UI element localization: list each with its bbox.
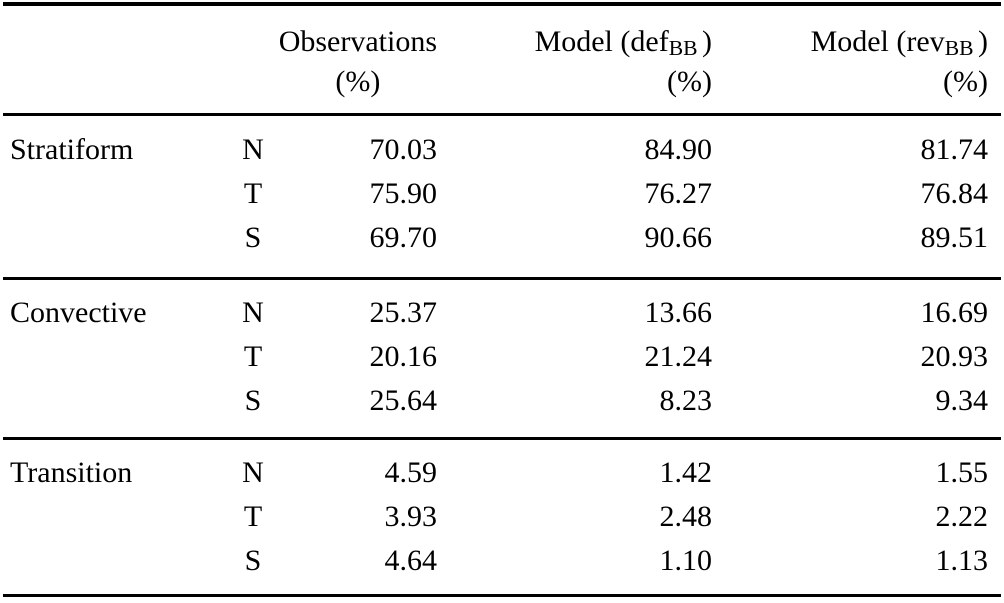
table-top-rule	[3, 2, 1001, 6]
observations-unit: (%)	[335, 64, 381, 98]
model-def-value: 13.66	[644, 296, 713, 329]
obs-value: 3.93	[384, 500, 438, 533]
category-label: Convective	[10, 296, 147, 329]
model-rev-value: 16.69	[920, 296, 989, 329]
model-def-value: 2.48	[659, 500, 713, 533]
row-key: S	[244, 221, 262, 254]
model-rev-value: 20.93	[920, 340, 989, 373]
table-row: S 25.64 8.23 9.34	[0, 379, 988, 423]
table-row: T 75.90 76.27 76.84	[0, 172, 988, 216]
model-rev-subscript: BB	[944, 35, 974, 60]
table-row: S 4.64 1.10 1.13	[0, 539, 988, 583]
model-def-label: Model (defBB)	[534, 24, 712, 60]
category-label	[8, 335, 233, 379]
obs-value: 25.64	[369, 384, 438, 417]
table-row: T 3.93 2.48 2.22	[0, 495, 988, 539]
column-header-observations: Observations (%)	[273, 18, 437, 102]
model-def-value: 1.10	[659, 544, 713, 577]
section-separator-rule	[3, 437, 1001, 440]
row-key: S	[244, 384, 262, 417]
model-def-value: 84.90	[644, 133, 713, 166]
category-label: Stratiform	[10, 133, 134, 166]
obs-value: 20.16	[369, 340, 438, 373]
model-rev-value: 81.74	[920, 133, 989, 166]
table-bottom-rule	[3, 594, 1001, 597]
observations-label: Observations	[278, 24, 437, 58]
obs-value: 70.03	[369, 133, 438, 166]
obs-value: 4.64	[384, 544, 438, 577]
model-def-value: 1.42	[659, 456, 713, 489]
obs-value: 75.90	[369, 177, 438, 210]
model-def-value: 76.27	[644, 177, 713, 210]
table-header-row: Observations (%) Model (defBB) (%) Model…	[0, 6, 988, 113]
model-rev-value: 76.84	[920, 177, 989, 210]
model-rev-unit: (%)	[943, 64, 988, 98]
model-rev-value: 1.13	[935, 544, 989, 577]
row-key: N	[242, 456, 264, 489]
row-key: N	[242, 296, 264, 329]
model-rev-value: 2.22	[935, 500, 989, 533]
row-key: T	[243, 340, 263, 373]
section-convective: Convective N 25.37 13.66 16.69 T 20.16 2…	[0, 280, 1004, 437]
model-rev-value: 1.55	[935, 456, 989, 489]
header-separator-rule	[3, 113, 1001, 116]
column-header-model-def: Model (defBB) (%)	[437, 18, 712, 102]
model-def-value: 8.23	[659, 384, 713, 417]
header-spacer-category	[8, 18, 233, 102]
model-def-unit: (%)	[667, 64, 712, 98]
table-row: T 20.16 21.24 20.93	[0, 335, 988, 379]
model-def-subscript: BB	[668, 35, 698, 60]
model-rev-value: 9.34	[935, 384, 989, 417]
row-key: S	[244, 544, 262, 577]
category-label: Transition	[10, 456, 133, 489]
section-stratiform: Stratiform N 70.03 84.90 81.74 T 75.90 7…	[0, 116, 1004, 277]
category-label	[8, 379, 233, 423]
table-row: Stratiform N 70.03 84.90 81.74	[0, 128, 988, 172]
model-rev-label: Model (revBB)	[810, 24, 988, 60]
header-spacer-key	[233, 18, 273, 102]
obs-value: 69.70	[369, 221, 438, 254]
table-row: Convective N 25.37 13.66 16.69	[0, 291, 988, 335]
row-key: T	[243, 500, 263, 533]
model-rev-value: 89.51	[920, 221, 989, 254]
model-def-value: 90.66	[644, 221, 713, 254]
category-label	[8, 539, 233, 583]
category-label	[8, 216, 233, 260]
column-header-model-rev: Model (revBB) (%)	[712, 18, 988, 102]
section-separator-rule	[3, 277, 1001, 280]
model-def-value: 21.24	[644, 340, 713, 373]
row-key: T	[243, 177, 263, 210]
table-row: S 69.70 90.66 89.51	[0, 216, 988, 260]
table-row: Transition N 4.59 1.42 1.55	[0, 451, 988, 495]
row-key: N	[242, 133, 264, 166]
category-label	[8, 495, 233, 539]
obs-value: 4.59	[384, 456, 438, 489]
obs-value: 25.37	[369, 296, 438, 329]
category-label	[8, 172, 233, 216]
section-transition: Transition N 4.59 1.42 1.55 T 3.93 2.48 …	[0, 440, 1004, 594]
